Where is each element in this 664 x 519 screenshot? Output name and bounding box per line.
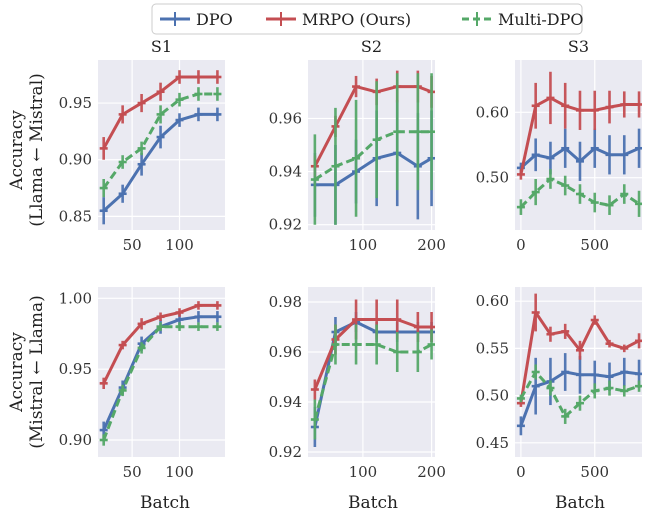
y-tick-label: 0.90 xyxy=(59,151,92,169)
chart-panel-3: 0.50 0.60 0 500 S3 xyxy=(476,37,642,254)
x-tick-label: 0 xyxy=(516,236,526,254)
legend-label-mrpo: MRPO (Ours) xyxy=(302,10,411,29)
row-label-bottom-line2: (Mistral ← Llama) xyxy=(27,295,47,449)
xlabel-col2: Batch xyxy=(348,493,398,513)
y-tick-label: 0.90 xyxy=(59,431,92,449)
y-tick-label: 0.94 xyxy=(269,393,302,411)
series-dpo xyxy=(99,107,222,225)
x-tick-label: 200 xyxy=(417,463,446,481)
y-tick-label: 0.55 xyxy=(476,339,509,357)
legend-entry-dpo: DPO xyxy=(160,10,233,29)
series-multi-dpo xyxy=(310,73,435,225)
plot-background xyxy=(515,60,642,230)
x-tick-label: 100 xyxy=(165,463,194,481)
legend-entry-mrpo: MRPO (Ours) xyxy=(266,10,411,29)
series-multi-dpo xyxy=(99,322,222,446)
series-mrpo-ours xyxy=(99,70,222,160)
series-layer xyxy=(99,301,222,446)
chart-panel-4: 0.90 0.95 1.00 50 100 xyxy=(59,287,225,481)
series-dpo xyxy=(516,353,642,436)
series-multi-dpo xyxy=(310,324,435,440)
y-tick-label: 0.60 xyxy=(476,103,509,121)
legend-entry-multi-dpo: Multi-DPO xyxy=(462,10,583,29)
row-label-top-line1: Accuracy xyxy=(7,110,27,191)
x-tick-label: 50 xyxy=(123,463,142,481)
row-label-top-line2: (Llama ← Mistral) xyxy=(27,73,47,227)
xlabel-col1: Batch xyxy=(140,493,190,513)
series-mrpo-ours xyxy=(516,293,642,407)
series-multi-dpo xyxy=(516,169,642,217)
legend-label-dpo: DPO xyxy=(196,10,233,29)
x-tick-label: 500 xyxy=(580,236,609,254)
series-layer xyxy=(99,70,222,225)
y-tick-label: 0.85 xyxy=(59,207,92,225)
x-tick-label: 100 xyxy=(165,236,194,254)
legend-box xyxy=(151,3,583,35)
x-tick-label: 500 xyxy=(580,463,609,481)
series-layer xyxy=(310,70,435,225)
series-layer xyxy=(310,299,435,447)
panel-title: S2 xyxy=(361,37,382,56)
panel-title: S1 xyxy=(151,37,172,56)
y-tick-label: 0.98 xyxy=(269,293,302,311)
y-tick-label: 1.00 xyxy=(59,289,92,307)
chart-panel-5: 0.92 0.94 0.96 0.98 100 200 xyxy=(269,287,446,481)
y-tick-label: 0.60 xyxy=(476,292,509,310)
y-tick-label: 0.92 xyxy=(269,216,302,234)
series-mrpo-ours xyxy=(99,301,222,389)
y-tick-label: 0.95 xyxy=(59,360,92,378)
legend: DPO MRPO (Ours) Multi-DPO xyxy=(151,3,583,35)
chart-panel-6: 0.45 0.50 0.55 0.60 0 500 xyxy=(476,287,642,481)
row-label-top: Accuracy (Llama ← Mistral) xyxy=(7,73,47,227)
y-tick-label: 0.50 xyxy=(476,387,509,405)
chart-panel-2: 0.92 0.94 0.96 100 200 S2 xyxy=(269,37,446,254)
y-tick-label: 0.96 xyxy=(269,109,302,127)
y-tick-label: 0.50 xyxy=(476,169,509,187)
series-layer xyxy=(516,71,642,217)
series-multi-dpo xyxy=(99,87,222,198)
series-mrpo-ours xyxy=(516,71,642,180)
x-tick-label: 100 xyxy=(349,236,378,254)
series-layer xyxy=(516,293,642,436)
row-label-bottom-line1: Accuracy xyxy=(7,332,27,413)
legend-label-multi-dpo: Multi-DPO xyxy=(498,10,583,29)
x-tick-label: 0 xyxy=(516,463,526,481)
chart-panel-1: 0.85 0.90 0.95 50 100 S1 xyxy=(59,37,225,254)
x-tick-label: 50 xyxy=(123,236,142,254)
x-tick-label: 200 xyxy=(417,236,446,254)
row-label-bottom: Accuracy (Mistral ← Llama) xyxy=(7,295,47,449)
series-multi-dpo xyxy=(516,364,642,424)
y-tick-label: 0.95 xyxy=(59,94,92,112)
y-tick-label: 0.45 xyxy=(476,434,509,452)
y-tick-label: 0.92 xyxy=(269,443,302,461)
y-tick-label: 0.96 xyxy=(269,343,302,361)
xlabel-col3: Batch xyxy=(555,493,605,513)
panel-title: S3 xyxy=(568,37,589,56)
x-tick-label: 100 xyxy=(349,463,378,481)
y-tick-label: 0.94 xyxy=(269,163,302,181)
